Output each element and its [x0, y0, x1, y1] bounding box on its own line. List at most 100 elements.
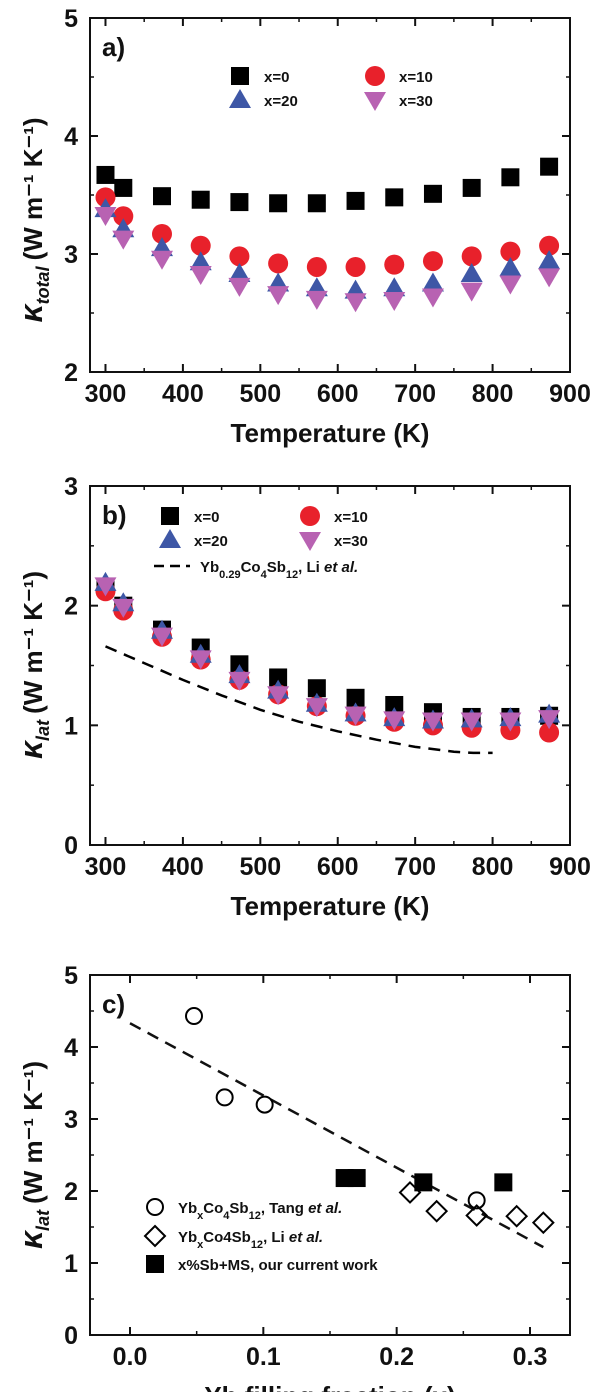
- data-point: [269, 668, 288, 687]
- x-tick-label: 700: [394, 380, 436, 408]
- legend-swatch: [299, 532, 321, 551]
- legend-label-part: x: [197, 1239, 204, 1251]
- legend-swatch: [364, 92, 386, 111]
- legend-label-part: Co4Sb: [203, 1229, 251, 1246]
- data-point: [112, 598, 135, 618]
- data-point: [229, 246, 250, 267]
- legend-label: x=30: [399, 93, 433, 110]
- data-point: [505, 1204, 529, 1228]
- y-tick-label: 2: [64, 593, 78, 621]
- data-point: [95, 187, 116, 208]
- data-point: [423, 184, 442, 203]
- data-point: [383, 711, 406, 731]
- data-point: [344, 293, 367, 313]
- legend-label-part: 12: [249, 1210, 261, 1222]
- series-1: [185, 1007, 486, 1210]
- data-point: [531, 1211, 555, 1235]
- data-point: [540, 157, 559, 176]
- legend-label-part: 4: [223, 1210, 230, 1222]
- y-tick-label: 0: [64, 1322, 78, 1350]
- y-axis-units: (W m⁻¹ K⁻¹): [18, 1061, 48, 1204]
- data-point: [460, 712, 483, 732]
- x-tick-label: 800: [472, 380, 514, 408]
- data-point: [94, 577, 117, 597]
- y-axis-subscript: lat: [33, 1209, 53, 1231]
- data-point: [305, 290, 328, 310]
- series-4: [94, 207, 561, 313]
- y-axis-symbol: κ: [13, 739, 49, 759]
- data-point: [189, 650, 212, 670]
- data-point: [538, 710, 561, 730]
- legend-label: x=20: [194, 533, 228, 550]
- data-point: [190, 235, 211, 256]
- data-point: [114, 178, 133, 197]
- legend-label: x=0: [264, 69, 289, 86]
- x-tick-label: 500: [239, 380, 281, 408]
- legend-label-part: , Li: [298, 559, 324, 576]
- series-3: [335, 1169, 513, 1192]
- legend-label-part: Yb: [200, 559, 219, 576]
- data-point: [151, 627, 173, 647]
- data-point: [191, 190, 210, 209]
- data-point: [151, 250, 173, 270]
- x-tick-label: 700: [394, 853, 436, 881]
- y-axis-units: (W m⁻¹ K⁻¹): [18, 571, 48, 714]
- x-tick-label: 800: [472, 853, 514, 881]
- legend-label-part: Yb: [178, 1200, 197, 1217]
- data-point: [539, 722, 560, 743]
- data-point: [346, 688, 365, 707]
- series-2: [95, 581, 560, 743]
- x-axis-title: Temperature (K): [231, 891, 430, 921]
- x-tick-label: 0.1: [246, 1343, 281, 1371]
- y-axis-symbol: κ: [13, 303, 49, 323]
- y-tick-label: 3: [64, 473, 78, 501]
- panel-label: b): [102, 500, 127, 530]
- legend-label: x=20: [264, 93, 298, 110]
- legend-label: x=0: [194, 509, 219, 526]
- data-point: [384, 254, 405, 275]
- plot-frame: [89, 974, 571, 1336]
- series-line: [105, 645, 493, 755]
- y-axis-title: κlat (W m⁻¹ K⁻¹): [13, 571, 53, 759]
- data-point: [425, 1199, 449, 1223]
- series-1: [96, 577, 559, 726]
- data-point: [228, 277, 251, 297]
- legend-label-part: 4: [261, 569, 268, 581]
- data-point: [267, 686, 290, 706]
- legend-label-part: Yb: [178, 1229, 197, 1246]
- data-point: [96, 165, 115, 184]
- y-tick-label: 4: [64, 123, 78, 151]
- series-1: [96, 157, 559, 213]
- data-point: [113, 206, 134, 227]
- legend-label: x=10: [399, 69, 433, 86]
- data-point: [185, 1007, 203, 1026]
- series-5: [105, 645, 493, 755]
- data-point: [255, 1095, 274, 1114]
- data-point: [383, 277, 406, 297]
- legend-label-part: Co: [241, 559, 261, 576]
- panel-label: a): [102, 32, 125, 62]
- data-point: [94, 207, 117, 227]
- series-4: [94, 577, 561, 732]
- y-tick-label: 1: [64, 712, 78, 740]
- legend-label-part: et al.: [308, 1200, 342, 1217]
- y-tick-label: 0: [64, 832, 78, 860]
- data-point: [421, 272, 444, 292]
- data-point: [215, 1088, 234, 1107]
- x-tick-label: 400: [162, 853, 204, 881]
- legend-label-part: Sb: [229, 1200, 248, 1217]
- legend-swatch: [143, 1224, 167, 1248]
- x-tick-label: 900: [549, 853, 591, 881]
- data-point: [421, 712, 444, 732]
- legend-label-part: , Li: [263, 1229, 289, 1246]
- data-point: [385, 695, 404, 714]
- data-point: [385, 188, 404, 207]
- data-point: [346, 191, 365, 210]
- y-tick-label: 5: [64, 5, 78, 33]
- legend-label: YbxCo4Sb12, Li et al.: [178, 1229, 323, 1251]
- x-axis-title: Temperature (K): [231, 418, 430, 448]
- data-point: [461, 246, 482, 267]
- data-point: [414, 1173, 433, 1192]
- y-tick-label: 3: [64, 1106, 78, 1134]
